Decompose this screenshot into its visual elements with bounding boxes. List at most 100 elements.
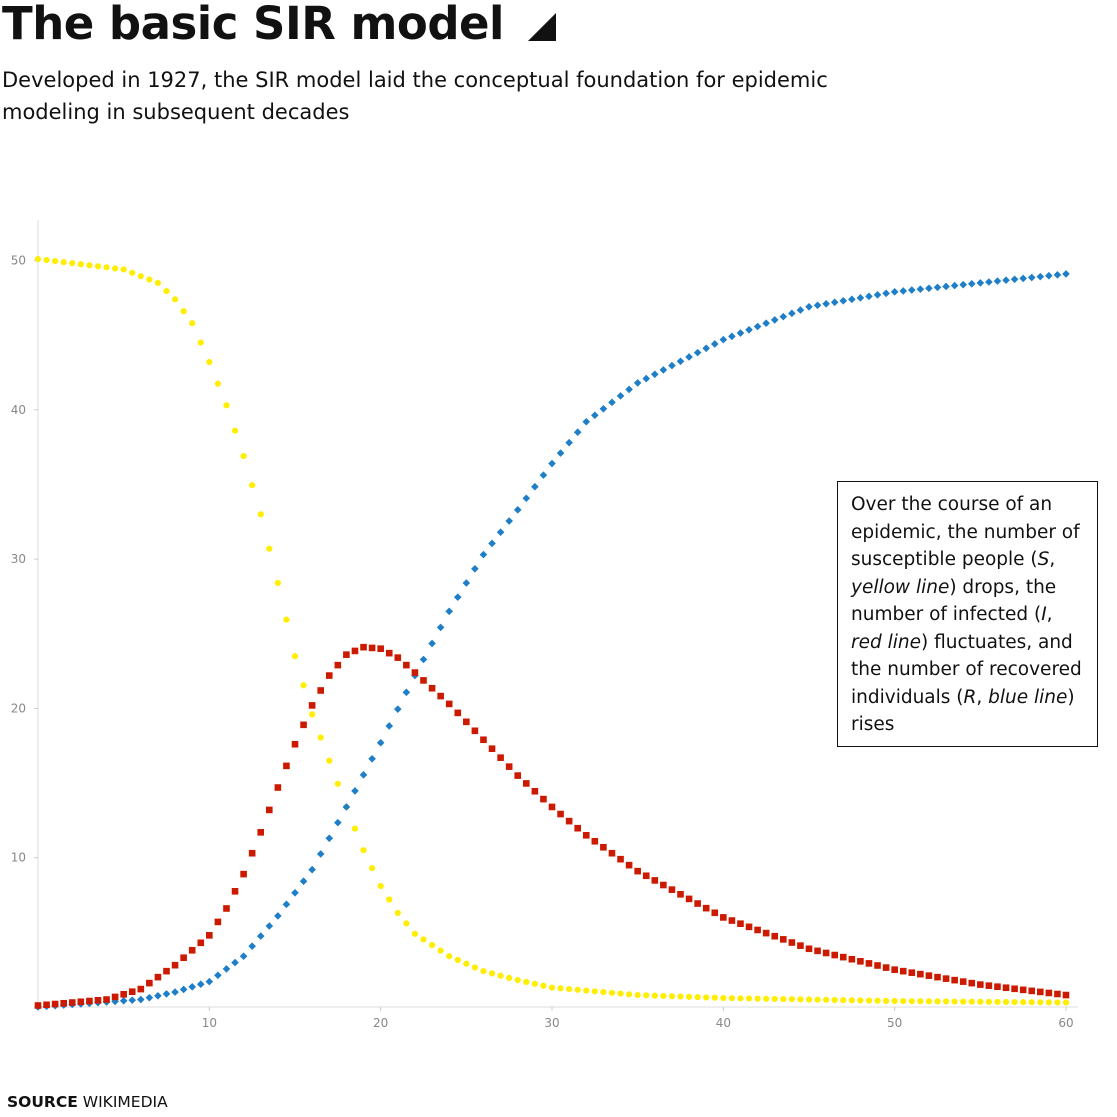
- susceptible-point: [865, 997, 873, 1004]
- recovered-point: [959, 280, 967, 289]
- recovered-point: [496, 528, 505, 537]
- recovered-point: [531, 482, 539, 491]
- susceptible-point: [394, 909, 401, 917]
- infected-point: [711, 909, 719, 917]
- recovered-point: [736, 329, 745, 337]
- infected-point: [797, 942, 804, 949]
- sir-chart: 10 20 30 40 50 60 10 20 30 40 50: [11, 220, 1078, 1030]
- infected-point: [625, 861, 633, 869]
- recovered-point: [779, 312, 788, 321]
- susceptible-point: [274, 579, 281, 587]
- infected-point: [180, 954, 187, 962]
- recovered-point: [908, 286, 916, 294]
- susceptible-point: [711, 994, 718, 1001]
- recovered-point: [651, 370, 659, 379]
- recovered-point: [1002, 276, 1010, 285]
- susceptible-point: [1028, 999, 1035, 1006]
- infected-point: [1062, 991, 1070, 999]
- recovered-point: [128, 996, 137, 1004]
- recovered-point: [342, 803, 351, 811]
- infected-point: [899, 967, 907, 975]
- susceptible-point: [951, 998, 958, 1005]
- recovered-point: [256, 932, 265, 940]
- infected-point: [891, 966, 898, 973]
- susceptible-point: [925, 998, 933, 1005]
- recovered-point: [471, 565, 479, 573]
- recovered-point: [813, 301, 822, 310]
- annotation-s-letter: S: [1037, 549, 1050, 570]
- annotation-r-sep: ,: [976, 686, 989, 708]
- y-tick-label: 40: [11, 403, 26, 417]
- susceptible-point: [171, 296, 179, 303]
- infected-point: [942, 975, 950, 982]
- susceptible-point: [471, 964, 478, 971]
- susceptible-point: [583, 987, 590, 994]
- recovered-point: [368, 754, 376, 763]
- recovered-point: [805, 302, 813, 311]
- infected-point: [445, 700, 453, 708]
- infected-point: [694, 900, 701, 907]
- infected-point: [360, 643, 367, 651]
- infected-point: [94, 996, 102, 1004]
- susceptible-point: [960, 998, 967, 1005]
- susceptible-point: [94, 263, 102, 270]
- susceptible-point: [1045, 999, 1052, 1006]
- susceptible-point: [608, 989, 616, 996]
- susceptible-point: [1002, 998, 1010, 1006]
- susceptible-point: [1054, 999, 1061, 1006]
- infected-point: [839, 953, 847, 961]
- recovered-point: [1062, 270, 1070, 278]
- recovered-point: [608, 398, 616, 407]
- recovered-point: [642, 374, 651, 383]
- recovered-point: [865, 292, 873, 301]
- susceptible-point: [428, 941, 436, 949]
- recovered-point: [899, 287, 908, 295]
- infected-point: [617, 855, 624, 863]
- recovered-point: [436, 623, 445, 632]
- recovered-point: [488, 539, 496, 548]
- susceptible-point: [386, 896, 393, 903]
- susceptible-point: [660, 992, 667, 1000]
- recovered-point: [796, 306, 805, 314]
- infected-point: [523, 780, 530, 787]
- infected-point: [257, 829, 265, 836]
- triangle-icon: [527, 13, 556, 41]
- infected-point: [111, 993, 119, 1001]
- susceptible-point: [531, 980, 538, 987]
- susceptible-point: [754, 995, 761, 1002]
- recovered-point: [1010, 275, 1019, 284]
- recovered-point: [848, 295, 856, 304]
- recovered-point: [171, 988, 179, 996]
- recovered-point: [856, 294, 865, 302]
- infected-point: [702, 904, 710, 912]
- susceptible-point: [574, 986, 581, 993]
- annotation-i-line: red line: [851, 631, 921, 653]
- recovered-point: [685, 353, 693, 361]
- source-credit: SOURCE WIKIMEDIA: [7, 1093, 168, 1111]
- recovered-point: [445, 607, 453, 616]
- x-tick-label: 60: [1058, 1016, 1073, 1030]
- infected-point: [634, 867, 641, 875]
- recovered-point: [676, 357, 685, 366]
- recovered-point: [1027, 273, 1036, 282]
- infected-point: [540, 795, 547, 803]
- recovered-point: [582, 417, 591, 426]
- susceptible-point: [446, 953, 453, 960]
- infected-point: [214, 918, 222, 926]
- infected-point: [403, 661, 410, 669]
- susceptible-point: [52, 257, 59, 265]
- infected-point: [677, 890, 684, 898]
- recovered-point: [522, 494, 531, 503]
- infected-point: [728, 917, 736, 924]
- infected-point: [754, 926, 761, 934]
- susceptible-point: [677, 993, 684, 1000]
- recovered-point: [196, 980, 205, 989]
- infected-point: [1011, 985, 1018, 993]
- recovered-point: [548, 459, 556, 468]
- recovered-point: [513, 506, 522, 514]
- susceptible-point: [257, 511, 264, 518]
- infected-point: [300, 721, 307, 729]
- susceptible-point: [454, 956, 461, 964]
- infected-point: [171, 961, 179, 969]
- susceptible-point: [728, 995, 736, 1002]
